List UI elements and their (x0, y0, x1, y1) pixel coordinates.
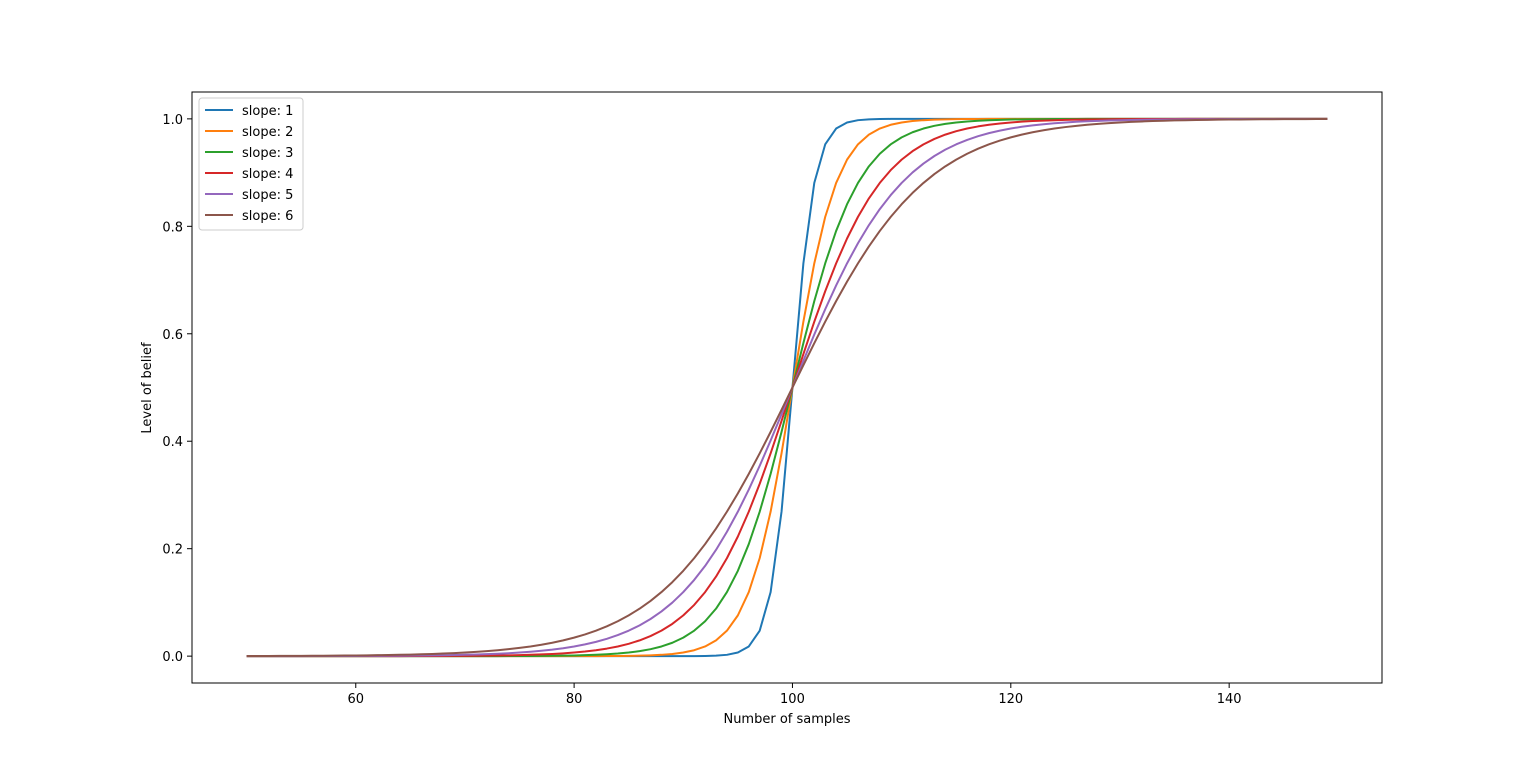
legend: slope: 1 slope: 2 slope: 3 slope: 4 slope: 5… (198, 97, 304, 231)
y-tick-label: 0.4 (162, 435, 183, 450)
x-tick-label: 80 (566, 692, 583, 707)
series-line-slope-4 (246, 117, 1328, 658)
y-tick-label: 0.0 (162, 650, 183, 665)
y-axis-ticks: 0.0 0.2 0.4 0.6 0.8 1.0 (162, 113, 192, 665)
y-tick-label: 1.0 (162, 113, 183, 128)
series-line-slope-1 (246, 117, 1328, 658)
legend-label-slope-6: slope: 6 (242, 209, 293, 224)
x-axis-title: Number of samples (723, 712, 850, 727)
series-line-slope-6 (246, 118, 1328, 658)
series-layer (246, 117, 1328, 658)
series-line-slope-3 (246, 117, 1328, 658)
x-tick-label: 100 (780, 692, 805, 707)
legend-label-slope-5: slope: 5 (242, 188, 293, 203)
x-tick-label: 60 (347, 692, 364, 707)
x-tick-label: 120 (998, 692, 1023, 707)
y-tick-label: 0.8 (162, 220, 183, 235)
legend-label-slope-1: slope: 1 (242, 104, 293, 119)
series-line-slope-5 (246, 117, 1328, 658)
y-tick-label: 0.2 (162, 543, 183, 558)
x-tick-label: 140 (1217, 692, 1242, 707)
x-axis-ticks: 60 80 100 120 140 (347, 683, 1242, 707)
series-line-slope-2 (246, 117, 1328, 658)
y-tick-label: 0.6 (162, 328, 183, 343)
legend-label-slope-3: slope: 3 (242, 146, 293, 161)
legend-label-slope-2: slope: 2 (242, 125, 293, 140)
legend-label-slope-4: slope: 4 (242, 167, 293, 182)
axes-frame (191, 91, 1383, 684)
y-axis-title: Level of belief (140, 342, 155, 434)
